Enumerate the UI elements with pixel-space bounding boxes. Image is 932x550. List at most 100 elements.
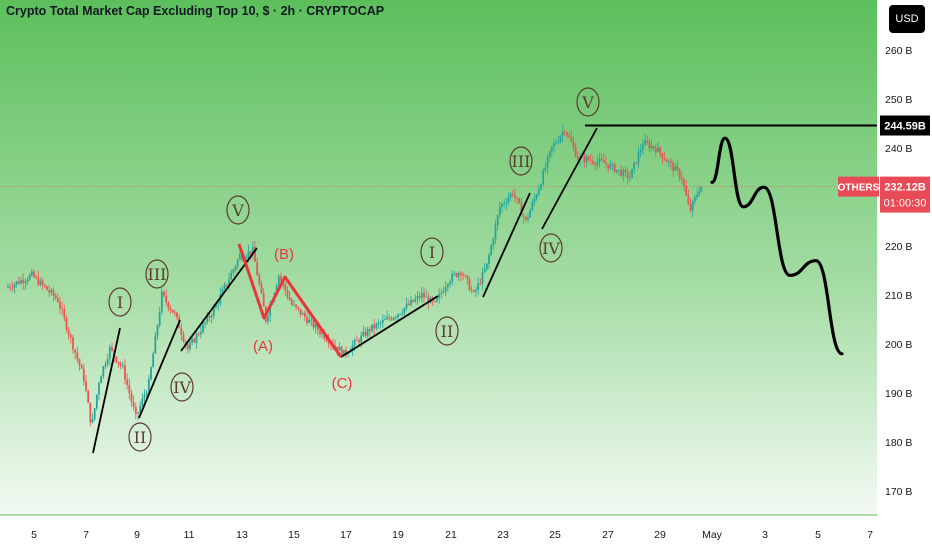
candle-body	[325, 338, 328, 341]
candle-body	[494, 224, 497, 240]
candle-body	[650, 145, 653, 149]
candle-body	[297, 307, 300, 309]
candle-body	[286, 290, 289, 297]
candle-body	[215, 304, 217, 308]
candle-body	[615, 169, 618, 173]
candle-body	[384, 319, 386, 321]
candle-body	[700, 186, 703, 192]
candle-body	[171, 310, 174, 313]
candle-body	[223, 284, 226, 289]
candle-body	[69, 334, 72, 338]
countdown-tag-text: 01:00:30	[884, 198, 927, 210]
candle-body	[488, 255, 490, 264]
candle-body	[308, 319, 311, 323]
candle-body	[609, 164, 612, 169]
candle-body	[256, 261, 259, 276]
candle-body	[199, 331, 202, 335]
candles	[7, 125, 703, 427]
candle-body	[141, 398, 144, 406]
candle-body	[351, 345, 354, 351]
candle-body	[17, 281, 20, 284]
candle-body	[696, 194, 698, 198]
level-tag	[880, 115, 930, 136]
wave-label-circle	[420, 237, 444, 267]
candle-body	[639, 149, 642, 153]
candle-body	[78, 359, 81, 366]
candle-body	[295, 304, 298, 308]
candle-body	[416, 296, 419, 299]
candle-body	[483, 269, 486, 273]
candle-body	[423, 293, 425, 298]
candle-body	[20, 280, 22, 284]
candle-body	[132, 401, 135, 408]
candle-body	[457, 272, 460, 277]
candle-body	[39, 280, 42, 285]
candle-body	[375, 323, 378, 329]
candle-body	[206, 315, 209, 323]
candle-body	[89, 402, 92, 423]
candle-body	[405, 303, 408, 308]
candle-body	[364, 331, 367, 336]
candle-body	[245, 256, 248, 259]
candle-body	[583, 155, 586, 163]
candle-body	[399, 313, 402, 315]
candle-body	[208, 315, 211, 318]
x-tick-label: 7	[83, 529, 89, 541]
candle-body	[238, 254, 241, 260]
candle-body	[173, 312, 176, 314]
y-tick-label: 250 B	[885, 94, 912, 106]
candle-body	[145, 392, 148, 396]
x-tick-label: 17	[340, 529, 352, 541]
candle-body	[258, 275, 261, 285]
candle-body	[485, 263, 488, 270]
candle-body	[184, 341, 187, 345]
candle-body	[299, 308, 302, 315]
candle-body	[537, 189, 540, 195]
candle-body	[182, 334, 185, 342]
candle-body	[657, 147, 659, 152]
candle-body	[433, 300, 436, 302]
candle-body	[24, 281, 27, 284]
candle-body	[160, 291, 163, 312]
last-price-tag	[880, 176, 930, 213]
x-tick-label: May	[702, 529, 723, 541]
candle-body	[254, 247, 256, 262]
candle-body	[425, 296, 428, 298]
candle-body	[568, 135, 571, 137]
wave-label: III	[512, 152, 531, 171]
trend-segment	[92, 327, 121, 454]
chart-title: Crypto Total Market Cap Excluding Top 10…	[6, 4, 385, 18]
candle-body	[546, 157, 549, 168]
candle-body	[594, 163, 597, 165]
candle-body	[52, 290, 55, 296]
candle-body	[674, 166, 677, 171]
candle-body	[529, 210, 532, 218]
price-axis-background	[877, 0, 932, 550]
candle-body	[680, 177, 683, 180]
candle-body	[557, 141, 560, 143]
candle-body	[30, 271, 33, 276]
candle-body	[553, 143, 555, 147]
candle-body	[622, 169, 625, 177]
x-tick-label: 5	[31, 529, 37, 541]
candle-body	[355, 340, 358, 341]
candle-body	[35, 277, 38, 278]
y-tick-label: 170 B	[885, 486, 912, 498]
candle-body	[555, 142, 558, 144]
candle-body	[403, 307, 406, 313]
x-tick-label: 5	[815, 529, 821, 541]
currency-button[interactable]: USD	[889, 5, 925, 33]
price-tags: 244.59B OTHERS 232.12B 01:00:30	[838, 115, 930, 213]
candle-body	[637, 152, 640, 164]
candle-body	[7, 286, 9, 288]
candle-body	[22, 280, 25, 284]
wave-label: II	[134, 428, 147, 447]
abc-wave-label: (A)	[253, 338, 273, 355]
candle-body	[394, 317, 397, 319]
candle-body	[548, 151, 551, 158]
candle-body	[251, 247, 254, 255]
candle-body	[334, 345, 337, 347]
